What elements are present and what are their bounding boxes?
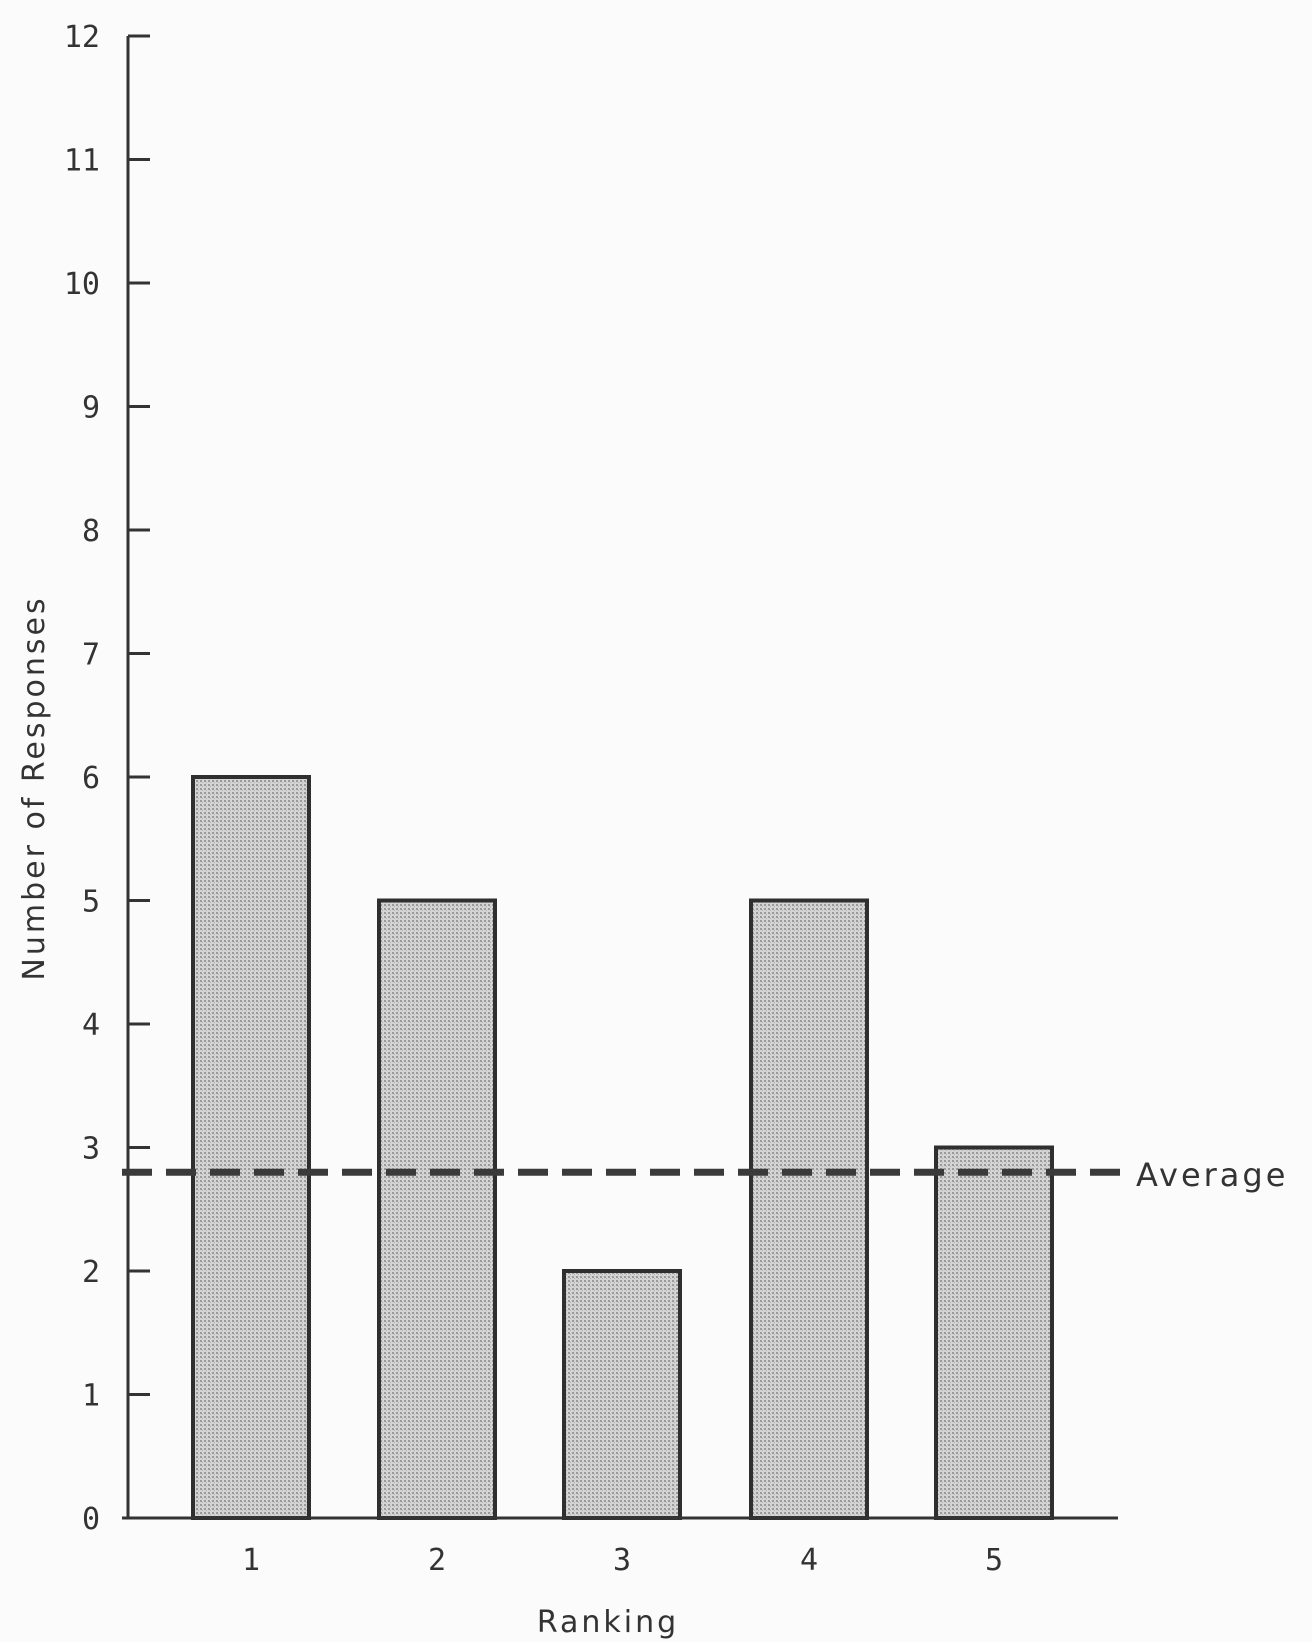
y-axis-title: Number of Responses	[17, 595, 52, 980]
y-tick-label-0: 0	[82, 1502, 100, 1537]
bar-3	[562, 1269, 682, 1520]
x-tick-label-2: 2	[428, 1543, 446, 1578]
x-tick-label-4: 4	[800, 1543, 818, 1578]
y-tick-label-3: 3	[82, 1132, 100, 1167]
y-tick-label-5: 5	[82, 885, 100, 920]
y-tick-label-2: 2	[82, 1255, 100, 1290]
bar-5	[934, 1145, 1054, 1520]
average-line-group: Average	[122, 1156, 1288, 1194]
y-tick-label-10: 10	[64, 267, 100, 302]
bars-group	[191, 775, 1054, 1520]
y-tick-label-1: 1	[82, 1379, 100, 1414]
y-tick-label-6: 6	[82, 761, 100, 796]
y-tick-label-7: 7	[82, 638, 100, 673]
x-tick-label-3: 3	[613, 1543, 631, 1578]
x-tick-label-1: 1	[242, 1543, 260, 1578]
x-ticks-group: 1 2 3 4 5	[242, 1543, 1003, 1578]
y-tick-label-8: 8	[82, 514, 100, 549]
bar-1	[191, 775, 311, 1520]
y-tick-label-9: 9	[82, 391, 100, 426]
x-tick-label-5: 5	[985, 1543, 1003, 1578]
average-label: Average	[1136, 1156, 1288, 1194]
bar-4	[749, 898, 869, 1520]
y-tick-label-12: 12	[64, 20, 100, 55]
y-tick-label-4: 4	[82, 1008, 100, 1043]
bar-2	[377, 898, 497, 1520]
x-axis-title: Ranking	[537, 1605, 679, 1640]
y-tick-label-11: 11	[64, 144, 100, 179]
